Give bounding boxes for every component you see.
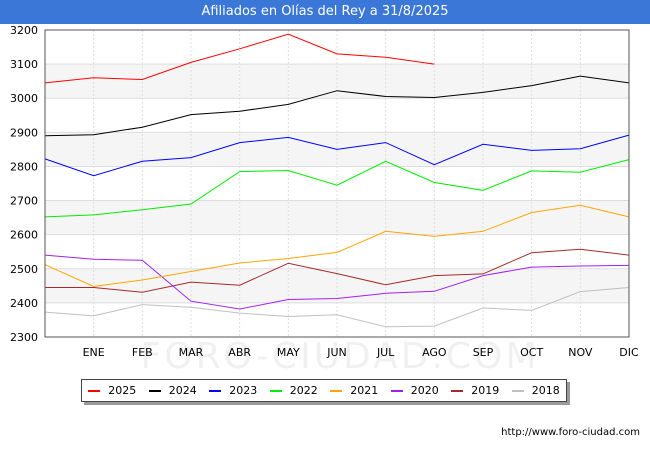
series-line-2018 [44,287,630,328]
series-line-2024 [44,75,630,137]
legend-swatch [209,389,222,392]
series-line-2022 [44,159,630,218]
x-tick-label: ABR [228,346,251,359]
y-tick-label: 3200 [10,24,38,37]
plot-band [45,64,629,99]
y-axis: 2300 2400 2500 2600 2700 2800 2900 3000 3100 3200 [10,24,38,344]
legend-item-2025: 2025 [88,384,136,397]
legend-label: 2023 [229,384,258,397]
x-tick-label: NOV [568,346,593,359]
legend-item-2022: 2022 [269,384,318,397]
series-lines [44,33,630,328]
y-tick-label: 2600 [10,229,38,242]
legend-label: 2025 [108,384,137,397]
legend-label: 2024 [168,384,197,397]
legend-label: 2021 [350,384,379,397]
x-tick-label: MAY [277,346,300,359]
x-tick-label: JUL [376,346,395,359]
x-tick-label: AGO [422,346,447,359]
legend-swatch [269,389,282,392]
series-line-2021 [44,204,630,288]
y-tick-label: 3100 [10,58,38,71]
plot-frame [44,29,630,338]
y-tick-label: 3000 [10,92,38,105]
x-tick-label: DIC [619,346,639,359]
watermark: FORO-CIUDAD.COM [141,336,540,377]
x-tick-label: ENE [83,346,105,359]
legend-swatch [148,389,161,392]
legend-item-2018: 2018 [511,384,560,397]
plot-band [45,200,629,235]
legend-swatch [88,389,101,392]
x-tick-label: OCT [520,346,543,359]
legend: 2025 2024 2023 2022 2021 2020 2019 2018 [81,379,567,402]
legend-swatch [451,389,464,392]
legend-label: 2019 [471,384,500,397]
legend-item-2021: 2021 [330,384,378,397]
legend-swatch [390,389,403,392]
legend-label: 2022 [289,384,318,397]
y-tick-label: 2900 [10,126,38,139]
x-tick-label: SEP [473,346,494,359]
x-tick-label: JUN [326,346,347,359]
y-tick-label: 2500 [10,263,38,276]
legend-item-2023: 2023 [209,384,257,397]
legend-label: 2020 [410,384,439,397]
y-tick-label: 2800 [10,160,38,173]
y-tick-label: 2300 [10,331,38,344]
y-tick-label: 2400 [10,297,38,310]
legend-swatch [330,389,343,392]
legend-item-2020: 2020 [390,384,439,397]
series-line-2023 [44,134,630,177]
legend-label: 2018 [531,384,560,397]
series-line-2025 [44,33,435,84]
x-tick-label: MAR [179,346,204,359]
chart-title: Afiliados en Olías del Rey a 31/8/2025 [0,0,650,24]
source-text: http://www.foro-ciudad.com [501,427,640,438]
x-tick-label: FEB [132,346,153,359]
x-axis: ENE FEB MAR ABR MAY JUN JUL AGO SEP OCT NOV DIC [83,346,639,359]
series-line-2019 [45,248,630,293]
series-line-2020 [44,254,630,310]
y-tick-label: 2700 [10,195,38,208]
legend-item-2019: 2019 [451,384,499,397]
legend-item-2024: 2024 [148,384,197,397]
legend-swatch [511,389,524,392]
